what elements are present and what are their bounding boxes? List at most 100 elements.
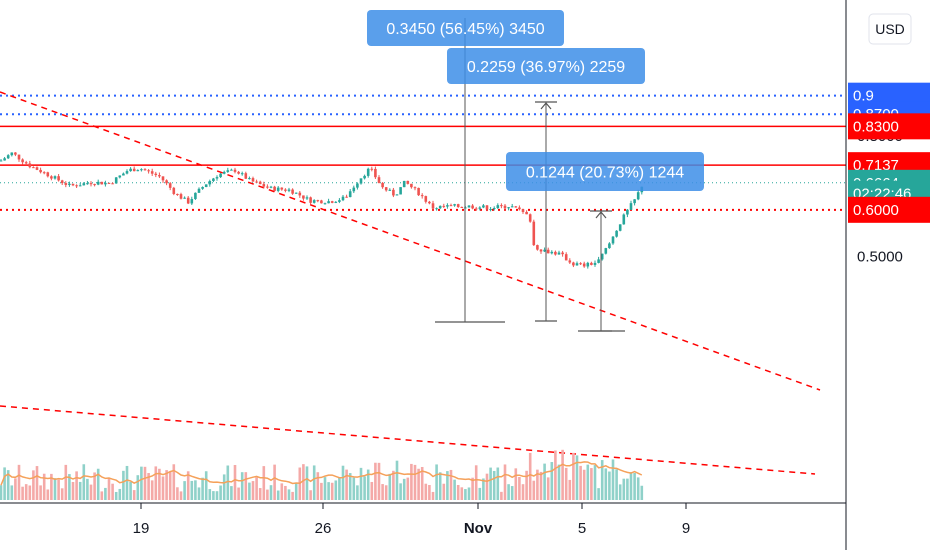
volume-bar — [323, 477, 327, 500]
candle — [204, 184, 208, 188]
candle-body — [122, 173, 125, 176]
volume-bar — [42, 473, 46, 500]
volume-bar — [320, 482, 323, 500]
volume-bar — [575, 455, 579, 500]
candle-body — [150, 171, 154, 174]
candle-body — [75, 185, 78, 187]
candle — [590, 261, 593, 266]
currency-label[interactable]: USD — [875, 21, 905, 37]
volume-bar — [100, 491, 104, 500]
candle-body — [338, 200, 341, 202]
volume-bar — [503, 464, 507, 500]
candle — [201, 186, 204, 190]
volume-bar — [352, 477, 356, 500]
candle-body — [579, 263, 582, 265]
candle-body — [482, 205, 485, 208]
volume-bar — [392, 470, 395, 500]
candle-body — [107, 182, 111, 184]
candle — [222, 170, 226, 175]
candle-body — [532, 221, 536, 246]
candle — [96, 179, 100, 186]
price-labels: 0.90.87000.83000.71370.666402:22:460.600… — [848, 82, 930, 223]
candle — [89, 181, 93, 187]
candle-body — [453, 204, 456, 206]
candle — [161, 176, 165, 183]
candle — [71, 183, 75, 187]
candle-body — [186, 197, 190, 204]
candle-body — [456, 204, 460, 207]
volume-bar — [546, 477, 550, 500]
volume-bar — [129, 481, 132, 500]
volume-bar — [276, 490, 280, 500]
candle — [438, 205, 442, 210]
candle-body — [377, 177, 381, 183]
candle — [330, 200, 334, 204]
candle — [107, 182, 111, 185]
candle-body — [57, 176, 60, 181]
volume-bar — [39, 485, 42, 500]
candle-body — [334, 201, 338, 203]
candle — [507, 207, 510, 211]
candle-body — [17, 154, 21, 160]
candle — [554, 250, 557, 256]
volume-bar — [93, 472, 96, 500]
candle — [82, 182, 86, 186]
currency-button[interactable]: USD — [868, 13, 912, 45]
candle-body — [125, 171, 129, 174]
volume-bar — [510, 486, 514, 500]
candle-body — [557, 252, 561, 255]
candle — [280, 187, 284, 191]
candle — [435, 207, 438, 211]
volume-bar — [363, 476, 366, 500]
ruler-2-arrow — [595, 211, 607, 219]
candle — [593, 260, 597, 267]
volume-bar — [86, 478, 89, 500]
candle — [244, 171, 248, 180]
candle — [35, 166, 39, 171]
candle — [208, 179, 212, 187]
candle — [453, 203, 456, 207]
x-axis-ticks: 19 26 Nov 5 9 — [133, 503, 690, 537]
candle-body — [341, 196, 345, 201]
candle — [60, 179, 64, 186]
candle-body — [521, 209, 525, 212]
candle — [582, 261, 586, 268]
candle-body — [438, 205, 442, 209]
candle-body — [158, 175, 161, 177]
candle — [179, 192, 183, 200]
candle-body — [226, 170, 230, 172]
candle-body — [194, 192, 197, 200]
candle-body — [582, 263, 586, 267]
candle-body — [96, 181, 100, 185]
price-label-bg — [848, 196, 930, 223]
candle-body — [352, 187, 356, 192]
candle — [604, 247, 608, 255]
candle-body — [190, 199, 194, 204]
candle — [323, 202, 327, 205]
candle — [374, 166, 377, 179]
volume-bar — [60, 488, 64, 500]
volume-bar — [449, 469, 453, 500]
price-label-6: 0.6000 — [848, 196, 930, 223]
candle — [431, 200, 435, 211]
volume-bar — [593, 465, 597, 500]
candle — [6, 154, 10, 160]
candle-body — [89, 183, 93, 185]
x-tick-label: 9 — [682, 520, 690, 537]
volume-bar — [10, 485, 14, 500]
candle-body — [392, 189, 395, 196]
candle-body — [0, 160, 3, 162]
candle-body — [626, 209, 629, 215]
candle-body — [104, 182, 107, 185]
volume-bar — [107, 478, 111, 500]
candle — [608, 242, 611, 249]
candle-body — [615, 230, 618, 237]
volume-bar — [557, 464, 561, 500]
candle-body — [71, 183, 75, 186]
candle-body — [28, 163, 32, 168]
candle-body — [46, 172, 50, 177]
volume-bar — [71, 481, 75, 500]
candle-body — [291, 189, 294, 194]
candle — [233, 167, 237, 174]
